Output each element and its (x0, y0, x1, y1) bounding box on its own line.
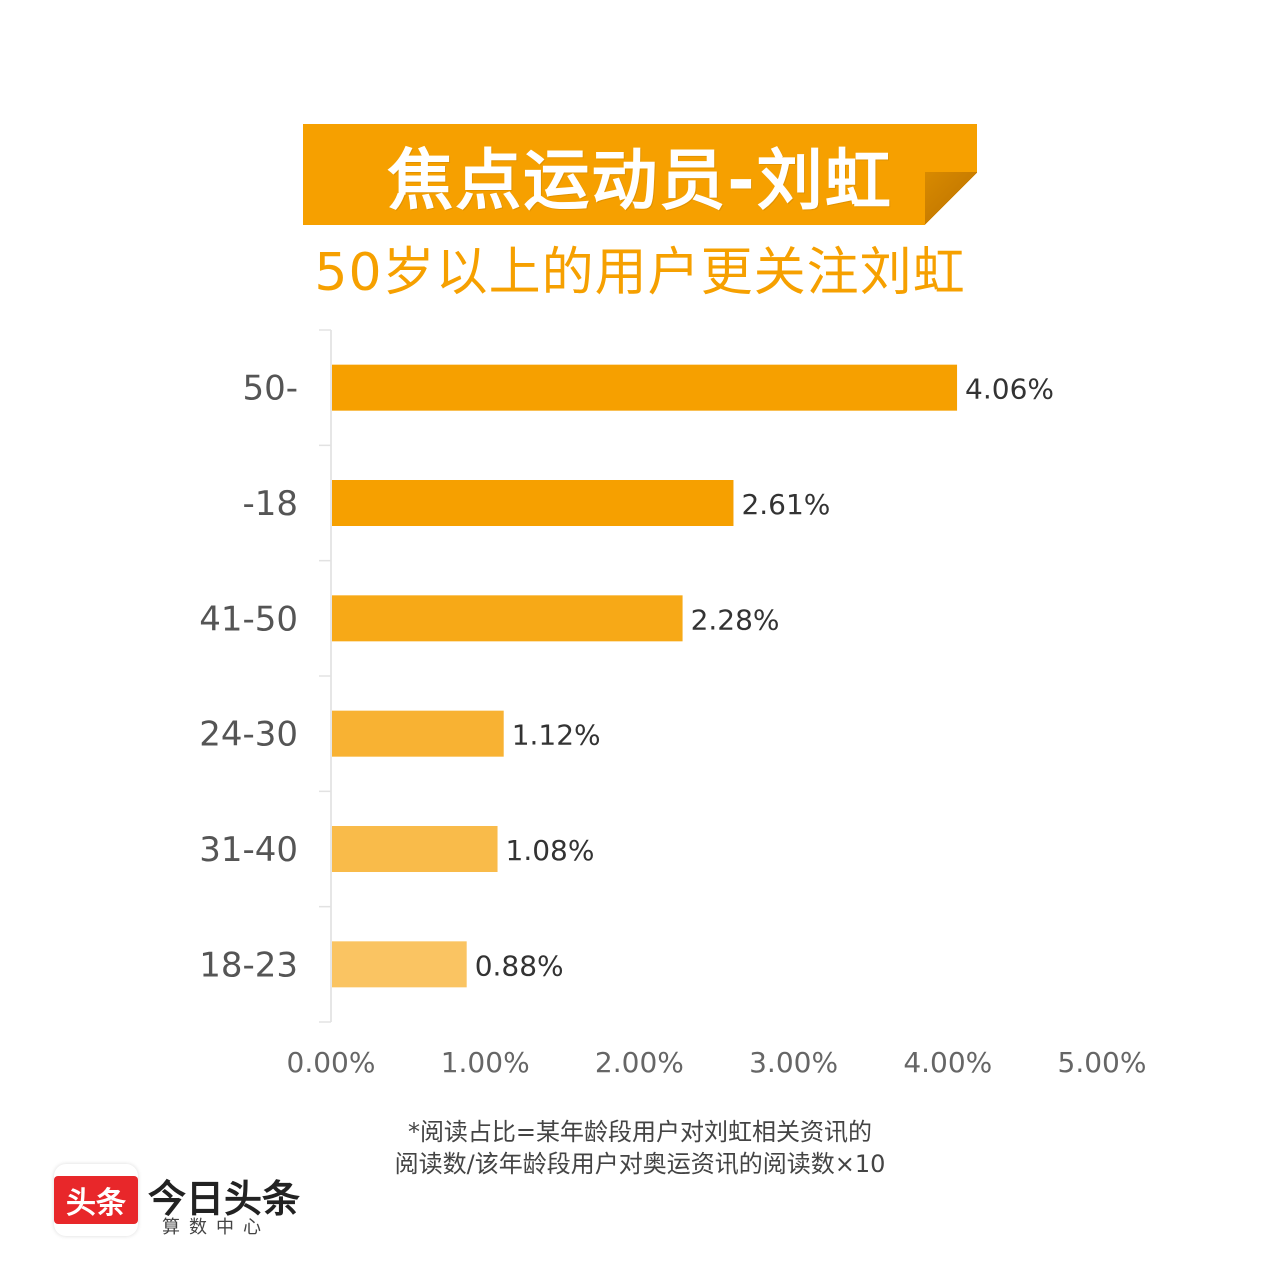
x-tick-label: 5.00% (1058, 1046, 1147, 1079)
bar (332, 826, 498, 872)
category-label: 31-40 (199, 830, 298, 870)
data-label: 1.08% (506, 834, 595, 867)
x-tick-label: 4.00% (903, 1046, 992, 1079)
footnote-line-1: *阅读占比=某年龄段用户对刘虹相关资讯的 (407, 1118, 873, 1146)
brand-name: 今日头条 (148, 1177, 301, 1221)
category-label: 18-23 (199, 945, 298, 985)
category-label: 50- (242, 369, 298, 409)
title-banner (303, 124, 977, 225)
brand-badge: 头条 (54, 1176, 138, 1224)
category-label: 41-50 (199, 599, 298, 639)
bar-chart: 50- 4.06% -18 2.61% 41-50 2.28% 24-30 1.12% 31-4… (199, 329, 1147, 1079)
x-tick-label: 1.00% (441, 1046, 530, 1079)
bar (332, 364, 958, 411)
bar (332, 941, 467, 988)
chart-subtitle: 50岁以上的用户更关注刘虹 (314, 242, 966, 303)
data-label: 2.28% (691, 603, 780, 636)
brand-subtitle: 算数中心 (162, 1217, 270, 1238)
data-label: 1.12% (512, 719, 601, 752)
brand-logo: 头条 (54, 1164, 138, 1236)
data-label: 0.88% (475, 949, 564, 982)
bar (332, 710, 504, 757)
x-tick-label: 0.00% (287, 1046, 376, 1079)
x-tick-label: 3.00% (749, 1046, 838, 1079)
footnote-line-2: 阅读数/该年龄段用户对奥运资讯的阅读数×10 (394, 1150, 886, 1178)
banner-fold-corner (925, 172, 977, 225)
data-label: 2.61% (741, 488, 830, 521)
data-label: 4.06% (965, 373, 1054, 406)
bar (332, 595, 683, 642)
x-tick-label: 2.00% (595, 1046, 684, 1079)
chart-title: 焦点运动员-刘虹 (387, 141, 893, 219)
footnote: *阅读占比=某年龄段用户对刘虹相关资讯的 阅读数/该年龄段用户对奥运资讯的阅读数… (340, 1116, 940, 1180)
bar (332, 480, 734, 526)
category-label: 24-30 (199, 715, 298, 755)
category-label: -18 (242, 484, 298, 524)
